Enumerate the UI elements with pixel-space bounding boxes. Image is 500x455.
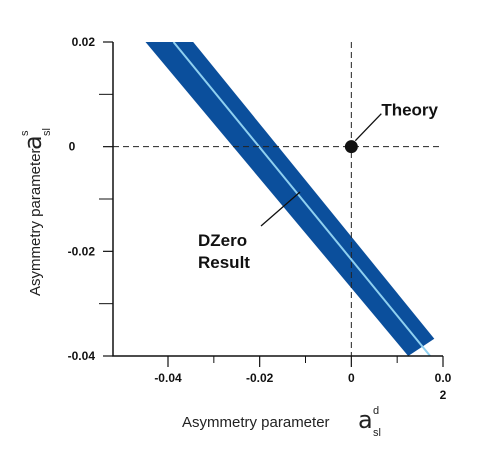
y-axis-title: Asymmetry parameter a s sl bbox=[19, 128, 53, 296]
x-axis-symbol-superscript: d bbox=[373, 405, 379, 417]
y-tick-label: 0.02 bbox=[72, 35, 96, 49]
tick-labels: -0.04 -0.02 0 0.020.020-0.02-0.04 bbox=[68, 35, 452, 402]
theory-pointer-line bbox=[354, 113, 382, 142]
x-axis-symbol-subscript: sl bbox=[373, 427, 381, 439]
y-axis-symbol-superscript: s bbox=[19, 130, 31, 136]
y-axis-symbol-subscript: sl bbox=[41, 128, 53, 136]
y-tick-label: -0.02 bbox=[68, 244, 96, 258]
dzero-result-central-line bbox=[172, 42, 431, 356]
y-tick-label: -0.04 bbox=[68, 349, 96, 363]
x-tick-label: 0 bbox=[348, 371, 355, 385]
x-axis-label: Asymmetry parameter bbox=[182, 414, 330, 431]
dzero-pointer-line bbox=[260, 191, 301, 227]
y-tick-label: 0 bbox=[69, 140, 76, 154]
dzero-label-line-2: Result bbox=[198, 253, 250, 272]
x-axis-symbol: a bbox=[358, 406, 373, 434]
dzero-label-line-1: DZero bbox=[198, 231, 247, 250]
y-axis-symbol: a bbox=[19, 135, 47, 150]
x-axis-title: Asymmetry parameter a d sl bbox=[182, 405, 381, 439]
x-tick-label: 0.0 bbox=[435, 371, 452, 385]
dzero-result-band bbox=[145, 42, 435, 356]
tick-marks bbox=[99, 41, 444, 367]
plot-marks bbox=[145, 42, 435, 356]
x-tick-label: -0.02 bbox=[246, 371, 274, 385]
theory-label: Theory bbox=[381, 101, 438, 120]
y-axis-label: Asymmetry parameter bbox=[27, 148, 44, 296]
theory-point bbox=[344, 140, 358, 154]
x-tick-label: -0.04 bbox=[154, 371, 182, 385]
x-tick-label: 2 bbox=[440, 388, 447, 402]
